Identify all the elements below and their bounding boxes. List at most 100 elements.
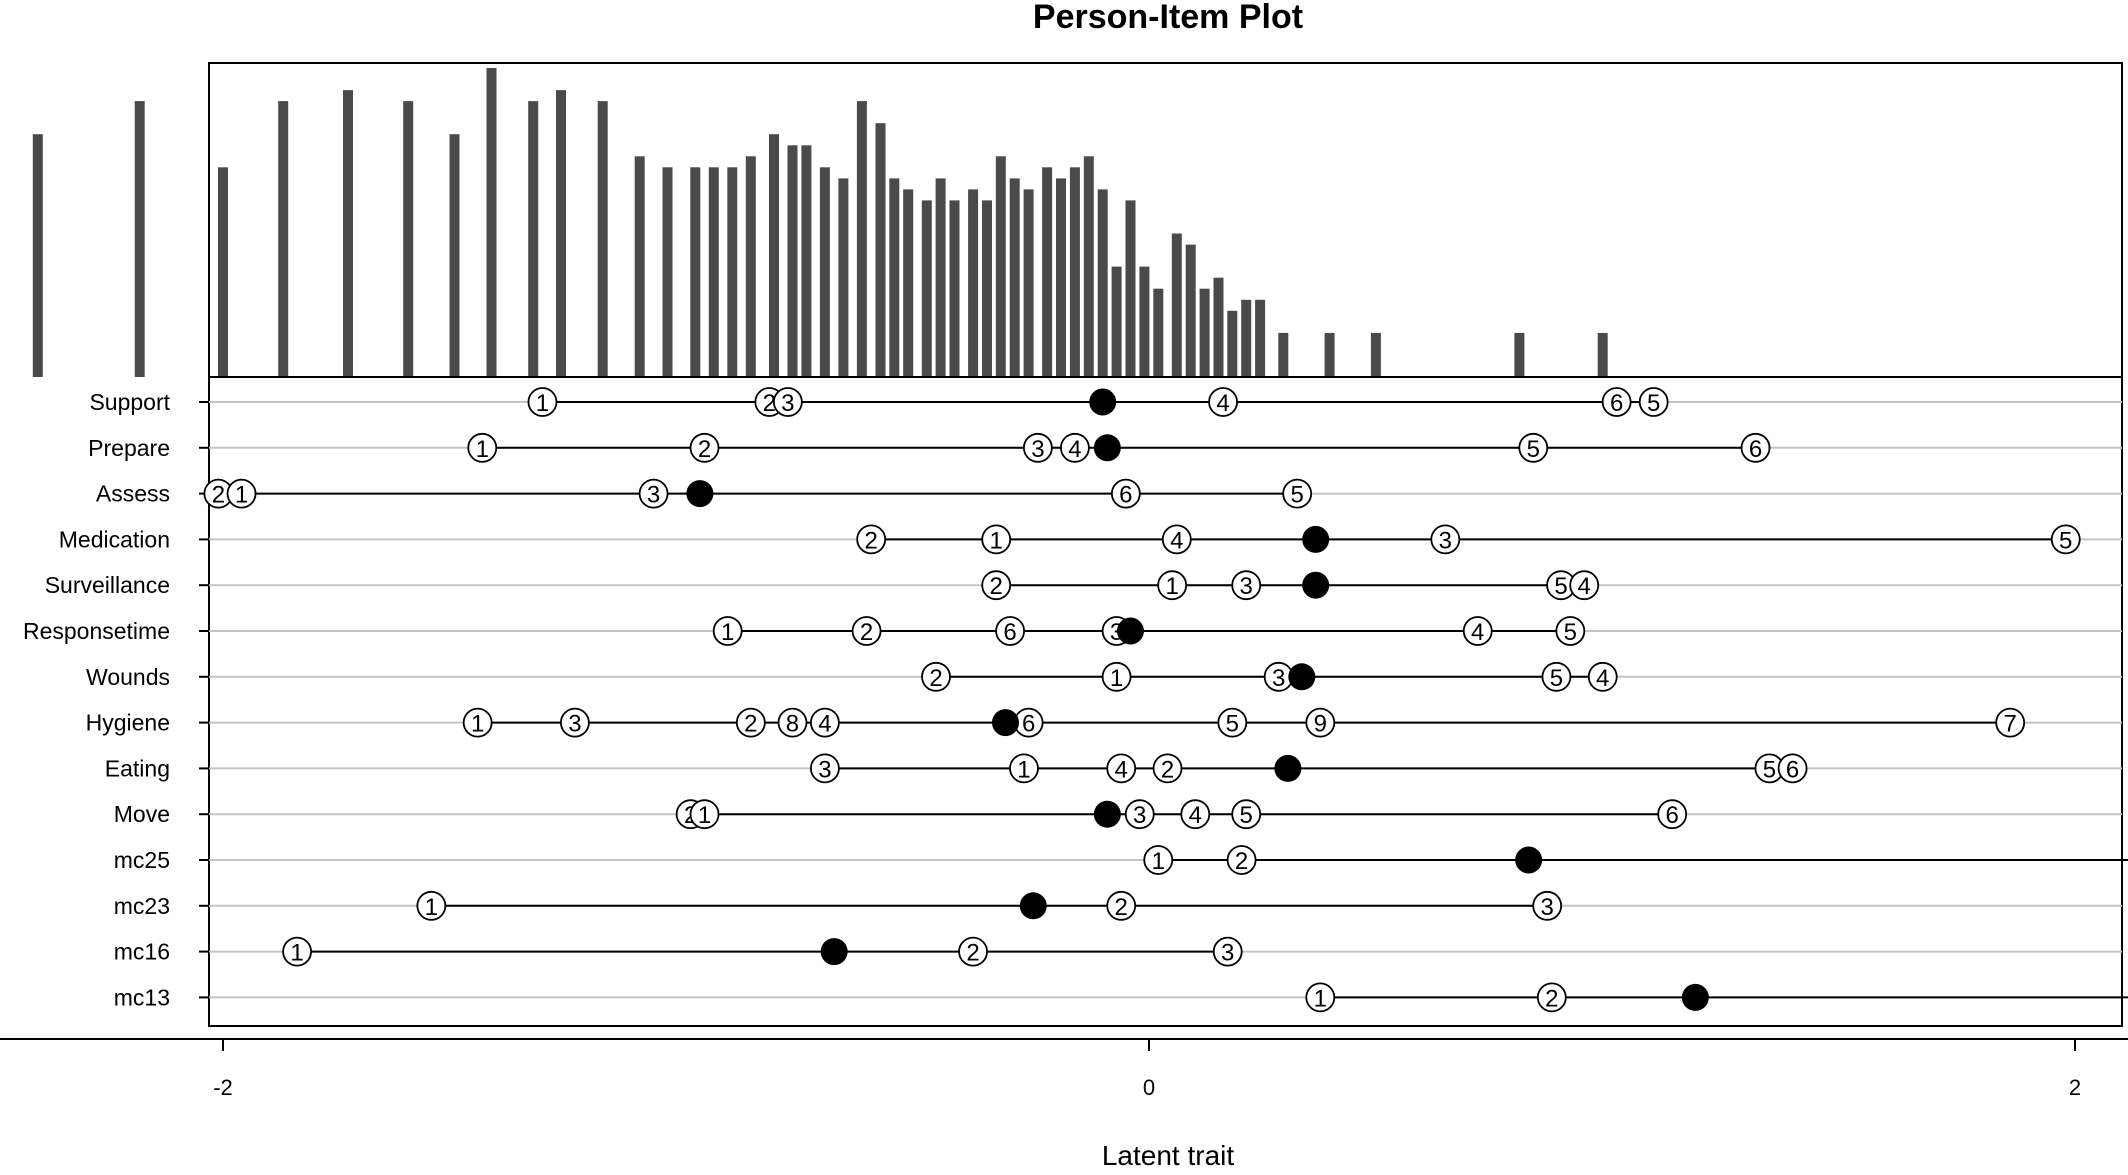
threshold-label: 5 bbox=[1290, 482, 1303, 509]
histogram-bar bbox=[921, 200, 932, 377]
threshold-marker: 2 bbox=[856, 524, 887, 555]
item-location-dot bbox=[1288, 663, 1316, 691]
threshold-marker: 2 bbox=[958, 936, 988, 967]
threshold-circle bbox=[1106, 753, 1137, 784]
item-location-dot bbox=[1515, 846, 1543, 874]
threshold-marker: 5 bbox=[1555, 616, 1586, 646]
threshold-marker: 2 bbox=[735, 707, 766, 738]
item-row: mc13123 bbox=[114, 982, 2128, 1012]
threshold-label: 7 bbox=[2004, 711, 2017, 738]
item-location-dot bbox=[991, 709, 1019, 737]
threshold-marker: 2 bbox=[921, 661, 951, 692]
threshold-label: 9 bbox=[1314, 711, 1327, 738]
threshold-label: 1 bbox=[698, 802, 711, 829]
threshold-circle bbox=[1740, 432, 1771, 463]
threshold-label: 4 bbox=[1596, 665, 1609, 692]
threshold-marker: 5 bbox=[1217, 707, 1248, 738]
threshold-circle bbox=[856, 524, 887, 555]
threshold-label: 4 bbox=[1578, 573, 1591, 600]
threshold-circle bbox=[1161, 524, 1192, 555]
histogram-bar bbox=[528, 101, 539, 377]
histogram-bar bbox=[1171, 233, 1182, 377]
threshold-marker: 6 bbox=[1740, 432, 1771, 463]
histogram-bar bbox=[995, 156, 1006, 377]
histogram-bar bbox=[403, 101, 414, 377]
threshold-circle bbox=[921, 661, 951, 692]
threshold-label: 5 bbox=[1550, 665, 1563, 692]
threshold-marker: 3 bbox=[1430, 524, 1461, 554]
threshold-label: 5 bbox=[2059, 527, 2072, 554]
histogram-bar bbox=[903, 189, 914, 377]
threshold-label: 6 bbox=[1119, 482, 1132, 509]
threshold-circle bbox=[1555, 616, 1586, 646]
histogram-bar bbox=[801, 145, 812, 378]
threshold-label: 5 bbox=[1226, 711, 1239, 738]
threshold-marker: 4 bbox=[1208, 387, 1238, 417]
threshold-circle bbox=[1143, 845, 1174, 875]
threshold-label: 2 bbox=[763, 390, 776, 417]
threshold-label: 6 bbox=[1610, 390, 1623, 417]
threshold-marker: 5 bbox=[1546, 570, 1576, 600]
threshold-circle bbox=[1305, 707, 1336, 738]
histogram-bar bbox=[634, 156, 645, 377]
threshold-label: 2 bbox=[966, 940, 979, 967]
threshold-marker: 3 bbox=[1022, 432, 1053, 463]
histogram-bar bbox=[1199, 288, 1210, 377]
item-label: Medication bbox=[59, 526, 170, 552]
item-row: Assess 2 1 3 6 5 bbox=[96, 478, 2122, 509]
item-location-dot bbox=[1116, 617, 1144, 645]
threshold-circle bbox=[1777, 753, 1808, 784]
threshold-marker: 1 bbox=[689, 799, 720, 829]
threshold-label: 3 bbox=[818, 756, 831, 783]
histogram-bar bbox=[1111, 266, 1122, 377]
threshold-circle bbox=[1995, 707, 2026, 738]
threshold-marker: 7 bbox=[1995, 707, 2026, 738]
threshold-label: 3 bbox=[1541, 894, 1554, 921]
item-location-dot bbox=[1019, 892, 1047, 920]
item-label: Responsetime bbox=[23, 618, 170, 644]
threshold-label: 2 bbox=[1545, 985, 1558, 1012]
item-location-dot bbox=[1274, 754, 1302, 782]
item-location-dot bbox=[1302, 571, 1330, 599]
threshold-marker: 2 bbox=[981, 570, 1012, 600]
threshold-circle bbox=[1587, 661, 1618, 692]
threshold-marker: 3 bbox=[638, 478, 669, 509]
histogram-bar bbox=[1227, 310, 1238, 377]
threshold-label: 1 bbox=[990, 527, 1003, 554]
threshold-marker: 1 bbox=[981, 524, 1012, 554]
histogram-bar bbox=[875, 123, 886, 377]
threshold-label: 1 bbox=[721, 619, 734, 646]
threshold-label: 1 bbox=[471, 711, 484, 738]
threshold-circle bbox=[735, 707, 766, 738]
threshold-marker: 8 bbox=[777, 707, 808, 738]
item-row: Wounds 2 1 3 5 4 bbox=[86, 661, 2122, 692]
chart-title: Person-Item Plot bbox=[1033, 0, 1303, 36]
threshold-marker: 2 bbox=[1152, 753, 1183, 783]
histogram-bar bbox=[1514, 332, 1525, 377]
item-location-dot bbox=[686, 480, 714, 508]
histogram-bar bbox=[1042, 167, 1053, 377]
threshold-label: 2 bbox=[865, 527, 878, 554]
item-label: mc16 bbox=[114, 939, 170, 965]
histogram-bar bbox=[1023, 189, 1034, 377]
threshold-marker: 2 bbox=[689, 432, 720, 463]
item-location-dot bbox=[1302, 525, 1330, 553]
threshold-circle bbox=[1124, 799, 1155, 830]
threshold-label: 1 bbox=[1110, 665, 1123, 692]
threshold-label: 4 bbox=[1115, 756, 1128, 783]
histogram-bar bbox=[1139, 266, 1150, 377]
threshold-circle bbox=[638, 478, 669, 509]
threshold-circle bbox=[1532, 890, 1563, 921]
threshold-marker: 2 bbox=[1226, 845, 1257, 875]
threshold-circle bbox=[1226, 845, 1257, 875]
threshold-marker: 2 bbox=[1536, 982, 1567, 1012]
histogram-bar bbox=[727, 167, 738, 377]
threshold-marker: 4 bbox=[1161, 524, 1192, 555]
threshold-circle bbox=[1009, 753, 1039, 784]
threshold-circle bbox=[851, 616, 882, 646]
threshold-label: 2 bbox=[990, 573, 1003, 600]
threshold-marker: 1 bbox=[1305, 982, 1336, 1012]
histogram-bar bbox=[1125, 200, 1136, 377]
